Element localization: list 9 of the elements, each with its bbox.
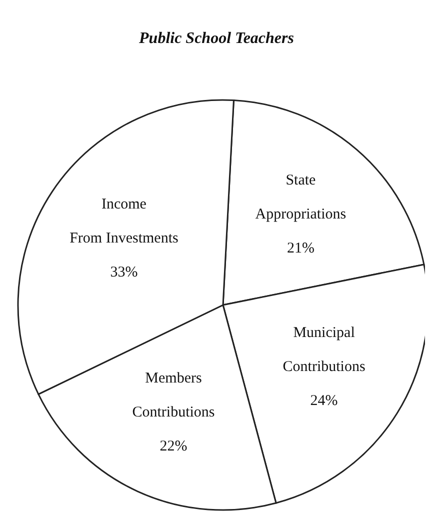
category-label: Municipal Contributions [282, 325, 366, 376]
data-label: 21% [286, 240, 314, 256]
data-label: 22% [160, 438, 188, 455]
chart-title: Public School Teachers [138, 30, 295, 48]
data-label: 33% [110, 264, 138, 281]
category-label: Income From Investments [70, 196, 178, 247]
data-label: 24% [310, 393, 338, 410]
category-label: State Appropriations [255, 172, 346, 222]
category-label: Members Contributions [132, 370, 215, 421]
